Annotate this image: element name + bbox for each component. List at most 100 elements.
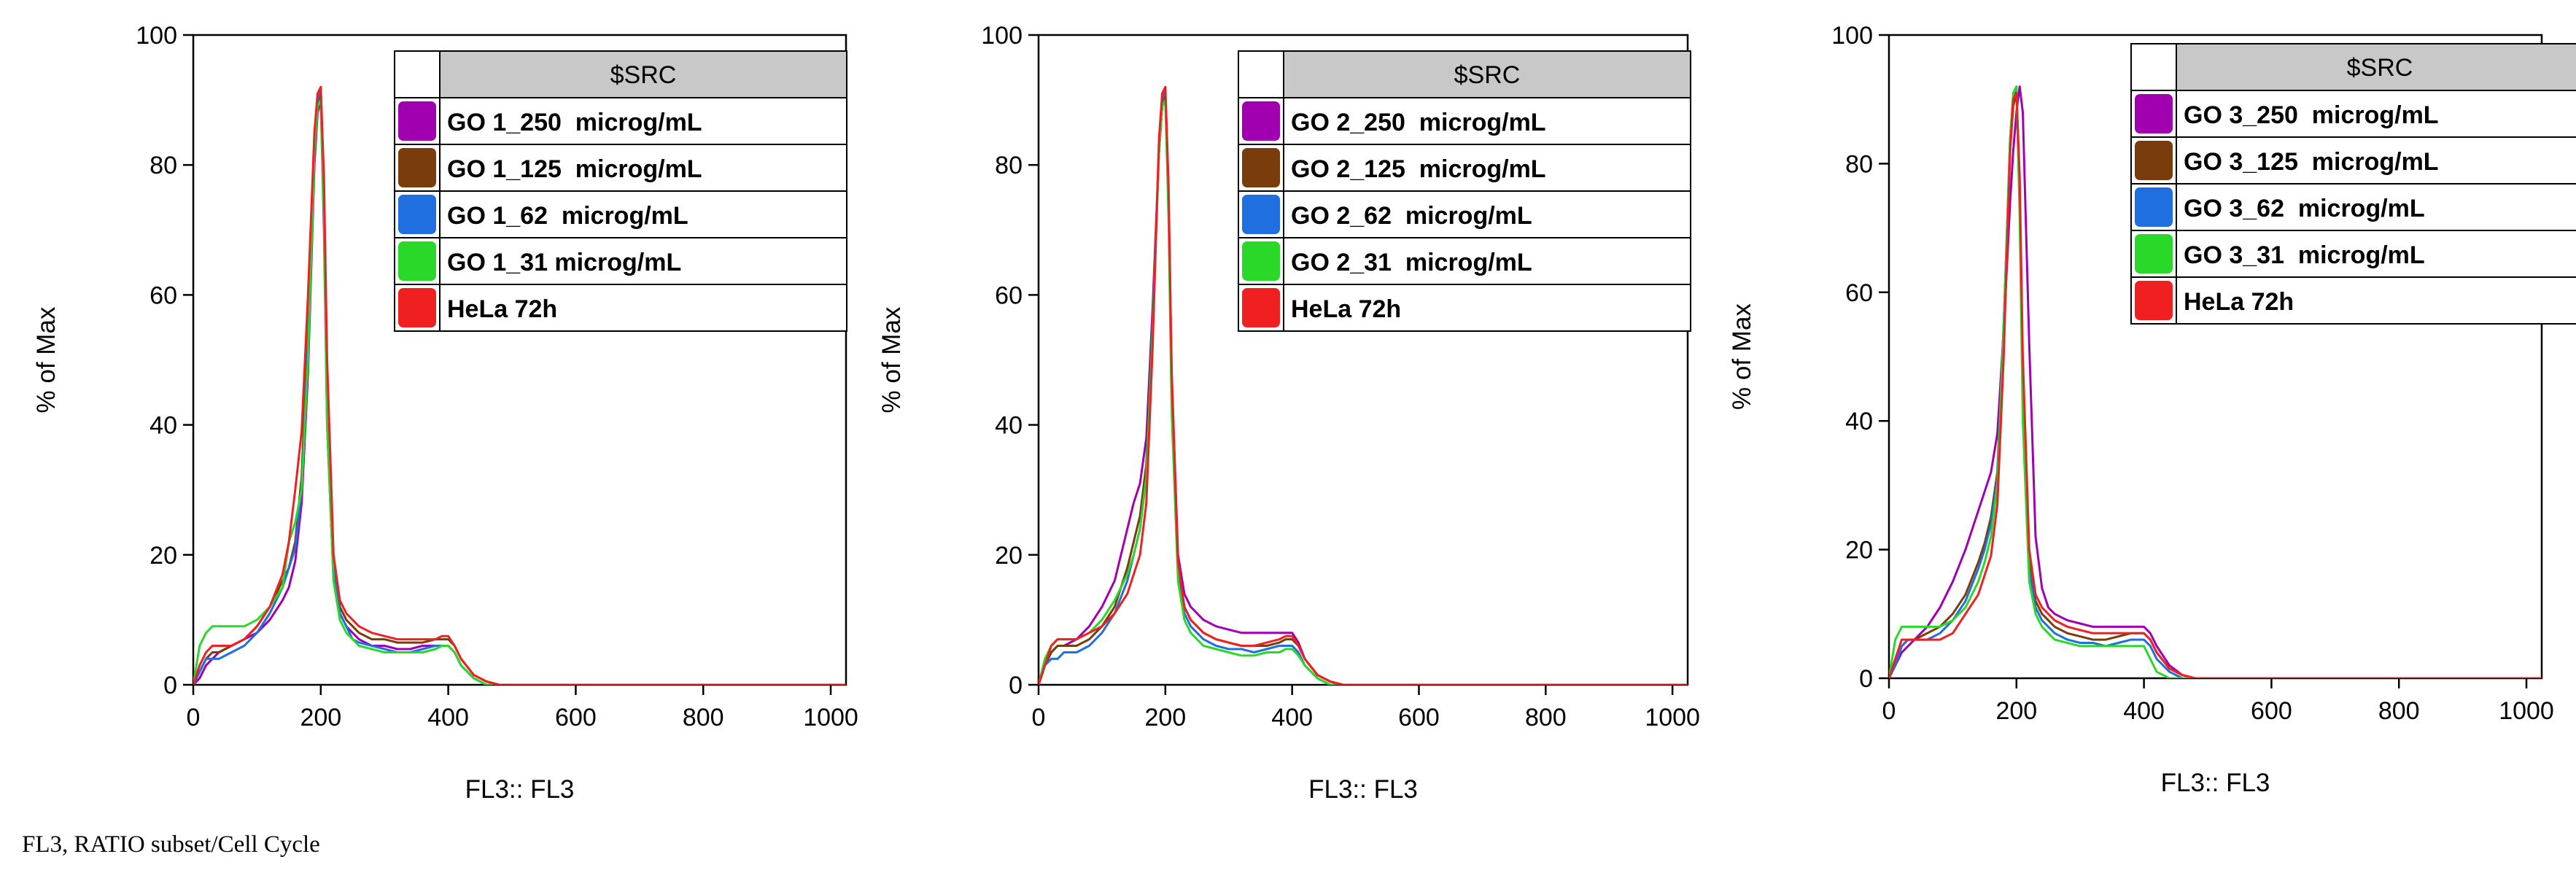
- x-tick-label: 1000: [2499, 697, 2554, 725]
- x-tick-label: 800: [1525, 704, 1567, 731]
- legend-label: GO 1_125 microg/mL: [447, 155, 702, 183]
- y-tick-label: 60: [150, 282, 177, 309]
- legend-label-cell: [1283, 237, 1691, 285]
- legend-header-text: $SRC: [1454, 61, 1521, 89]
- legend-header-text: $SRC: [610, 61, 677, 89]
- y-tick-label: 40: [1845, 408, 1873, 435]
- x-axis-label: FL3:: FL3: [1308, 775, 1418, 804]
- x-tick-label: 600: [2251, 697, 2292, 725]
- legend-label-cell: [2176, 183, 2576, 231]
- legend-swatch: [398, 195, 436, 234]
- legend-label: GO 1_62 microg/mL: [447, 202, 688, 230]
- legend-label-cell: [2176, 90, 2576, 138]
- series-line-5: [1889, 91, 2542, 678]
- y-tick-label: 100: [136, 22, 177, 50]
- legend-label-cell: [1283, 97, 1691, 145]
- legend-label-cell: [1283, 284, 1691, 332]
- legend-label: GO 3_125 microg/mL: [2184, 148, 2439, 176]
- legend-label: HeLa 72h: [1291, 295, 1401, 323]
- series-lines: [1039, 85, 1688, 685]
- series-line-4: [1039, 98, 1688, 685]
- x-tick-label: 400: [2123, 697, 2165, 725]
- legend-label: GO 2_31 microg/mL: [1291, 249, 1532, 276]
- x-tick-label: 200: [1995, 697, 2037, 725]
- x-tick-label: 1000: [1645, 704, 1700, 731]
- legend-label-cell: [2176, 230, 2576, 278]
- legend-label-cell: [2176, 276, 2576, 325]
- y-tick-label: 0: [163, 672, 177, 699]
- series-line-2: [1889, 91, 2542, 678]
- legend-label-cell: [439, 144, 847, 192]
- legend-label: GO 1_250 microg/mL: [447, 109, 702, 136]
- legend-label-cell: [2176, 136, 2576, 185]
- legend-swatch: [398, 148, 436, 187]
- legend-label: GO 2_125 microg/mL: [1291, 155, 1546, 183]
- y-tick-label: 20: [995, 542, 1023, 570]
- legend-label: GO 2_250 microg/mL: [1291, 109, 1546, 136]
- legend-label-cell: [439, 190, 847, 238]
- legend-swatch: [2135, 234, 2173, 273]
- legend-swatch: [2135, 187, 2173, 227]
- x-tick-label: 600: [555, 704, 597, 731]
- legend-header-blank: [394, 50, 441, 98]
- series-line-5: [1039, 85, 1688, 685]
- x-tick-label: 600: [1398, 704, 1440, 731]
- x-tick-label: 800: [2378, 697, 2420, 725]
- series-line-3: [1889, 85, 2542, 678]
- y-tick-label: 80: [1845, 150, 1873, 178]
- legend-header-cell: [439, 50, 847, 98]
- series-line-3: [1039, 85, 1688, 685]
- legend: $SRC GO 3_250 microg/mL GO 3_125 microg/mL…: [2130, 43, 2576, 325]
- y-tick-label: 60: [995, 282, 1023, 309]
- legend-header-cell: [1283, 50, 1691, 98]
- legend-swatch: [2135, 94, 2173, 133]
- x-tick-label: 0: [1882, 697, 1896, 725]
- legend-label: GO 1_31 microg/mL: [447, 249, 681, 276]
- x-tick-label: 800: [683, 704, 724, 731]
- series-line-1: [1889, 85, 2542, 678]
- y-tick-label: 100: [981, 22, 1023, 50]
- y-tick-label: 0: [1859, 665, 1873, 693]
- x-tick-label: 400: [427, 704, 469, 731]
- x-axis-label: FL3:: FL3: [465, 775, 575, 804]
- legend-label-cell: [439, 97, 847, 145]
- y-tick-label: 0: [1009, 672, 1023, 699]
- legend-label: HeLa 72h: [447, 295, 557, 323]
- x-tick-label: 1000: [803, 704, 858, 731]
- legend-swatch: [1242, 241, 1280, 281]
- y-axis-label: % of Max: [32, 306, 61, 413]
- series-line-4: [193, 98, 846, 685]
- legend-swatch: [398, 288, 436, 327]
- legend-swatch: [1242, 195, 1280, 234]
- legend-label: GO 3_62 microg/mL: [2184, 195, 2425, 222]
- legend-label: GO 3_250 microg/mL: [2184, 101, 2439, 129]
- legend-swatch: [398, 101, 436, 141]
- legend-swatch: [2135, 141, 2173, 180]
- series-lines: [193, 85, 846, 685]
- x-tick-label: 400: [1271, 704, 1313, 731]
- legend-label-cell: [439, 237, 847, 285]
- series-line-4: [1889, 85, 2542, 678]
- y-axis-label: % of Max: [877, 306, 906, 413]
- y-tick-label: 20: [1845, 537, 1873, 564]
- series-line-1: [1039, 92, 1688, 685]
- y-tick-label: 80: [150, 152, 177, 179]
- legend-label-cell: [439, 284, 847, 332]
- x-tick-label: 0: [187, 704, 201, 731]
- legend: $SRC GO 1_250 microg/mL GO 1_125 microg/mL…: [394, 50, 847, 332]
- x-axis-label: FL3:: FL3: [2161, 769, 2270, 797]
- y-tick-label: 80: [995, 152, 1023, 179]
- series-lines: [1889, 85, 2542, 678]
- legend-header-text: $SRC: [2347, 54, 2413, 82]
- legend-swatch: [2135, 281, 2173, 320]
- legend-swatch: [398, 241, 436, 281]
- y-tick-label: 40: [150, 412, 177, 440]
- legend-label: HeLa 72h: [2184, 288, 2294, 316]
- legend-header-blank: [1238, 50, 1284, 98]
- legend-header-blank: [2130, 43, 2177, 91]
- legend: $SRC GO 2_250 microg/mL GO 2_125 microg/mL…: [1238, 50, 1691, 332]
